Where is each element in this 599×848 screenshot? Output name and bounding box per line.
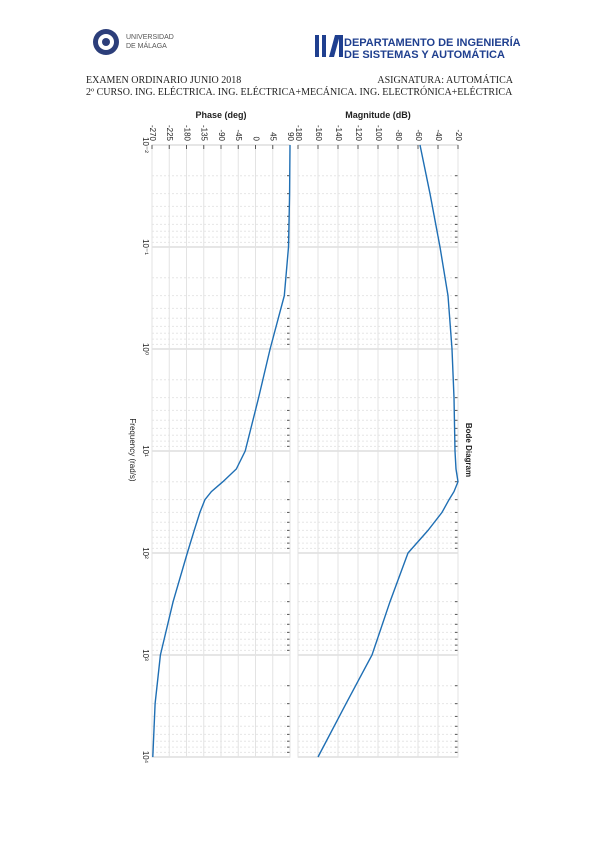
y-tick-label: -140 — [334, 125, 343, 142]
y-tick-label: -100 — [374, 125, 383, 142]
axis-label: Phase (deg) — [195, 110, 246, 120]
x-tick-label: 10⁻² — [141, 137, 150, 153]
y-tick-label: -135 — [200, 125, 209, 142]
chart-title: Bode Diagram — [464, 423, 473, 477]
exam: EXAMEN ORDINARIO JUNIO 2018 — [86, 75, 242, 86]
y-tick-label: -180 — [182, 125, 191, 142]
y-tick-label: 45 — [269, 132, 278, 141]
y-tick-label: -45 — [234, 129, 243, 141]
y-tick-label: -180 — [294, 125, 303, 142]
curve — [317, 144, 459, 758]
y-tick-label: -20 — [454, 129, 463, 141]
y-tick-label: -160 — [314, 125, 323, 142]
department-line: DE SISTEMAS Y AUTOMÁTICA — [344, 49, 505, 61]
y-tick-label: -60 — [414, 129, 423, 141]
y-tick-label: -120 — [354, 125, 363, 142]
y-tick-label: -40 — [434, 129, 443, 141]
subject: ASIGNATURA: AUTOMÁTICA — [377, 75, 513, 86]
university: UNIVERSIDAD DE MÁLAGA — [126, 34, 174, 50]
department-line: DEPARTAMENTO DE INGENIERÍA — [344, 37, 521, 49]
x-tick-label: 10⁻¹ — [141, 239, 150, 255]
x-axis-label: Frequency (rad/s) — [128, 418, 137, 481]
y-tick-label: -270 — [148, 125, 157, 142]
x-tick-label: 10³ — [141, 649, 150, 661]
y-tick-label: 0 — [251, 137, 260, 142]
x-tick-label: 10⁰ — [141, 343, 150, 355]
curve — [152, 144, 291, 758]
y-tick-label: -80 — [394, 129, 403, 141]
isa-logo — [315, 35, 343, 57]
x-tick-label: 10² — [141, 547, 150, 559]
department: DEPARTAMENTO DE INGENIERÍA DE SISTEMAS Y… — [344, 37, 521, 61]
y-tick-label: -225 — [165, 125, 174, 142]
axis-label: Magnitude (dB) — [345, 110, 411, 120]
x-tick-label: 10⁴ — [141, 751, 150, 764]
y-tick-label: 90 — [286, 132, 295, 141]
x-tick-label: 10¹ — [141, 445, 150, 457]
y-tick-label: -90 — [217, 129, 226, 141]
course: 2º CURSO. ING. ELÉCTRICA. ING. ELÉCTRICA… — [86, 87, 513, 98]
uni-logo — [93, 29, 119, 55]
